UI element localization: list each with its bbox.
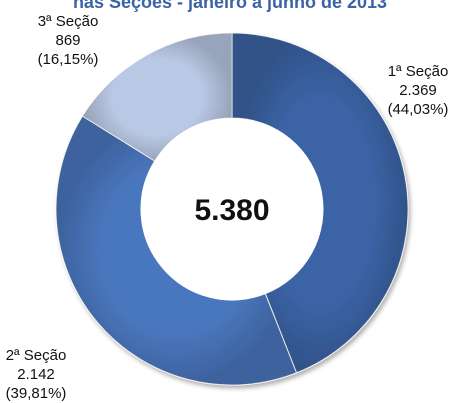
slice-category-1: 1ª Seção	[387, 63, 449, 80]
slice-label-1: 1ª Seção 2.369 (44,03%)	[378, 62, 458, 119]
slice-value-3: 869	[55, 32, 81, 49]
total-label: 5.380	[194, 194, 270, 227]
slice-value-2: 2.142	[17, 366, 55, 383]
donut-hole	[141, 118, 323, 300]
slice-category-3: 3ª Seção	[37, 13, 99, 30]
slice-percent-3: (16,15%)	[37, 51, 99, 68]
slice-label-3: 3ª Seção 869 (16,15%)	[28, 12, 108, 69]
chart-title: nas Seções - janeiro a junho de 2013	[72, 0, 388, 12]
slice-shading-2	[56, 116, 297, 385]
slice-shading-3	[82, 33, 232, 161]
slice-category-2: 2ª Seção	[5, 347, 67, 364]
slice-shading-1	[232, 33, 408, 373]
slice-label-2: 2ª Seção 2.142 (39,81%)	[0, 346, 76, 403]
slice-percent-1: (44,03%)	[387, 101, 449, 118]
slice-value-1: 2.369	[399, 82, 437, 99]
slice-percent-2: (39,81%)	[5, 385, 67, 402]
